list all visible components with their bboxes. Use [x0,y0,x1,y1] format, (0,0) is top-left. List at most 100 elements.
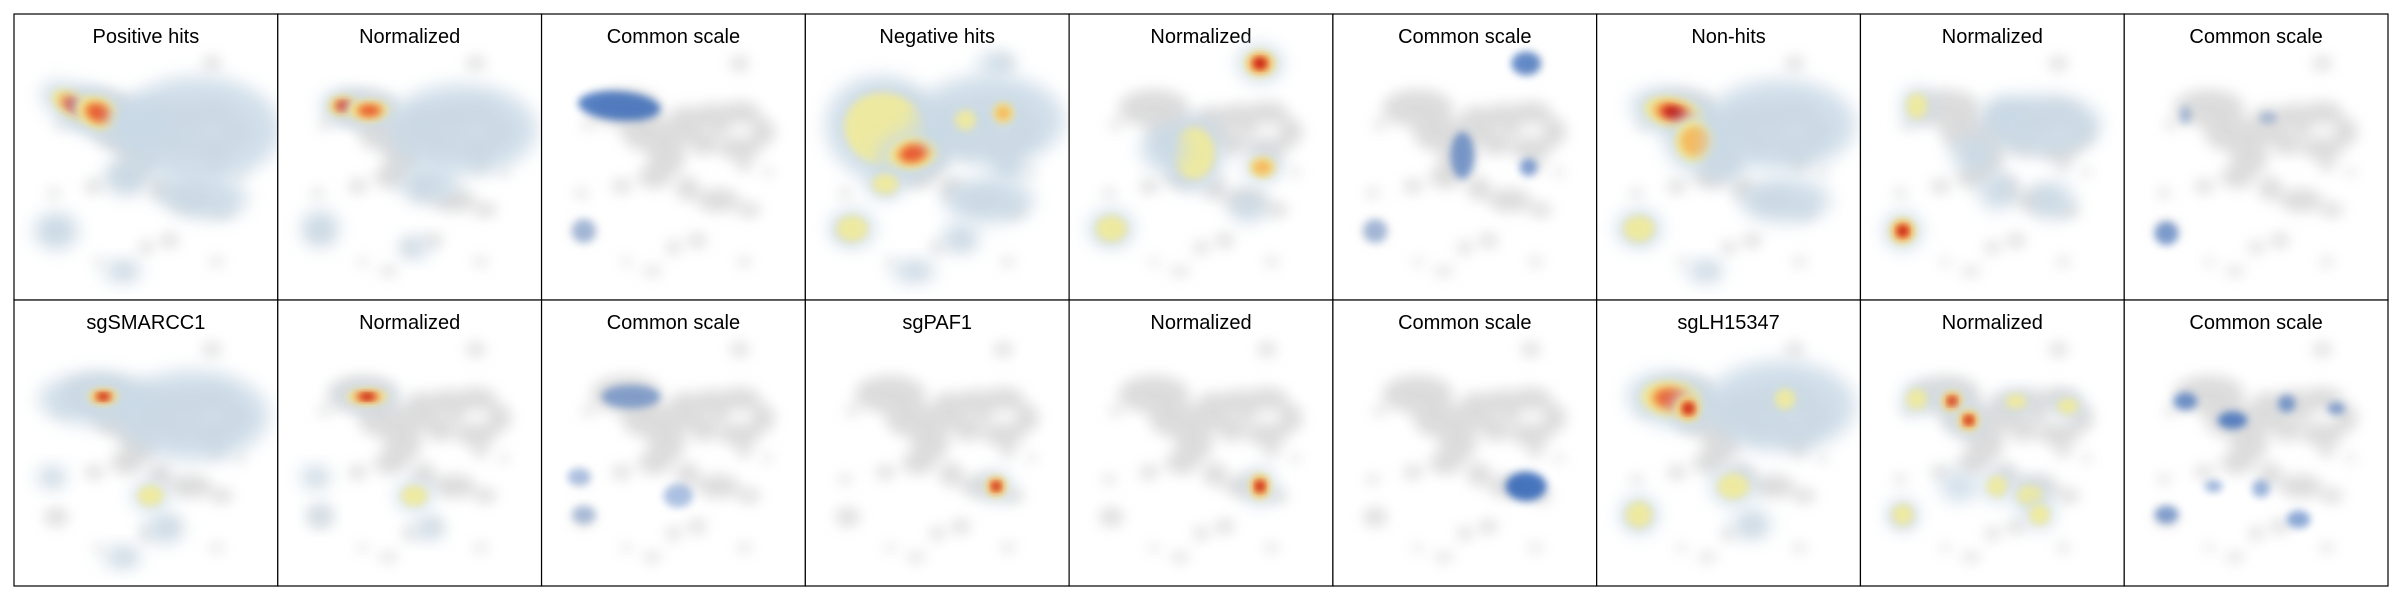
density-hotspot [572,219,596,243]
density-hotspot [2000,390,2032,413]
panel-title: sgPAF1 [902,312,972,334]
panel-title: Common scale [607,312,740,334]
density-hotspot [1686,259,1724,283]
density-hotspot [1244,467,1276,506]
density-hotspot [1883,212,1922,250]
panel-title: Common scale [1398,26,1531,48]
density-hotspot [989,152,1027,183]
panel: sgLH15347 [1596,299,1862,587]
panel-title: Positive hits [93,26,200,48]
panel: Common scale [1332,13,1598,301]
panel-title: Negative hits [879,26,995,48]
panel-title: Common scale [1398,312,1531,334]
density-hotspot [36,465,67,489]
density-hotspot [308,503,332,526]
panel-title: Common scale [607,26,740,48]
density-hotspot [1450,131,1475,180]
embedding-background [835,342,1039,562]
density-hotspot [988,97,1019,129]
density-hotspot [131,480,170,511]
embedding-background [572,342,775,562]
density-hotspot [1981,471,2013,502]
density-hotspot [103,545,142,569]
density-hotspot [1887,499,1918,530]
density-hotspot [2052,394,2083,418]
density-hotspot [1704,79,1856,171]
panel: Normalized [1068,299,1334,587]
density-hotspot [2217,411,2248,430]
panel-title: Common scale [2189,26,2322,48]
density-hotspot [1901,383,1932,415]
density-hotspot [950,104,981,136]
density-hotspot [398,164,459,203]
density-hotspot [1620,495,1658,534]
density-hotspot [977,52,1016,75]
density-hotspot [1140,125,1186,172]
density-hotspot [145,513,184,544]
density-hotspot [395,480,434,511]
density-hotspot [1739,177,1831,223]
density-hotspot [1987,94,2101,156]
panel: Negative hits [804,13,1070,301]
density-hotspot [114,76,281,183]
panel: Common scale [540,13,806,301]
density-hotspot [943,177,1035,223]
panel-title: Common scale [2189,312,2322,334]
panel: Common scale [540,299,806,587]
density-hotspot [578,90,661,121]
density-hotspot [1701,137,1747,183]
density-hotspot [2286,510,2311,529]
density-hotspot [2277,394,2296,413]
density-hotspot [337,385,398,408]
density-hotspot [913,74,1065,166]
panel: Normalized [277,299,543,587]
embedding-background [1363,342,1567,562]
density-hotspot [1901,87,1932,125]
density-hotspot [663,483,693,508]
density-hotspot [301,209,339,248]
density-hotspot [2173,392,2198,411]
density-hotspot [2251,479,2270,498]
density-hotspot [399,236,430,259]
density-hotspot [572,505,596,524]
panel: Common scale [1332,299,1598,587]
embedding-background [2154,342,2358,562]
panel: Normalized [277,13,543,301]
density-hotspot [829,209,875,248]
embedding-background [2154,56,2358,276]
density-hotspot [1953,405,1984,436]
panel-title: sgLH15347 [1677,312,1779,334]
density-hotspot [1669,389,1708,428]
density-hotspot [2179,106,2192,125]
panel: Normalized [1068,13,1334,301]
density-hotspot [1505,471,1547,502]
panel-title: Normalized [1942,26,2043,48]
density-hotspot [2204,480,2223,493]
density-hotspot [1363,219,1387,243]
density-hotspot [2024,499,2055,530]
density-hotspot [1770,383,1801,415]
density-hotspot [891,259,937,283]
density-hotspot [1519,158,1538,177]
panel-title: Normalized [359,312,460,334]
density-hotspot [339,95,400,126]
panel-title: Normalized [1150,312,1251,334]
density-hotspot [1088,209,1135,248]
density-hotspot [1237,44,1283,83]
panel-title: Normalized [1942,312,2043,334]
density-hotspot [157,172,248,219]
density-hotspot [1733,508,1771,540]
density-hotspot [567,468,591,486]
density-hotspot [2154,505,2179,524]
density-hotspot [33,212,79,250]
density-hotspot [1243,152,1282,183]
density-hotspot [300,465,331,489]
panel: sgPAF1 [804,299,1070,587]
panel-title: Normalized [1150,26,1251,48]
density-hotspot [386,84,537,175]
density-hotspot [103,259,142,283]
density-hotspot [80,385,127,408]
panel: Common scale [2123,299,2389,587]
